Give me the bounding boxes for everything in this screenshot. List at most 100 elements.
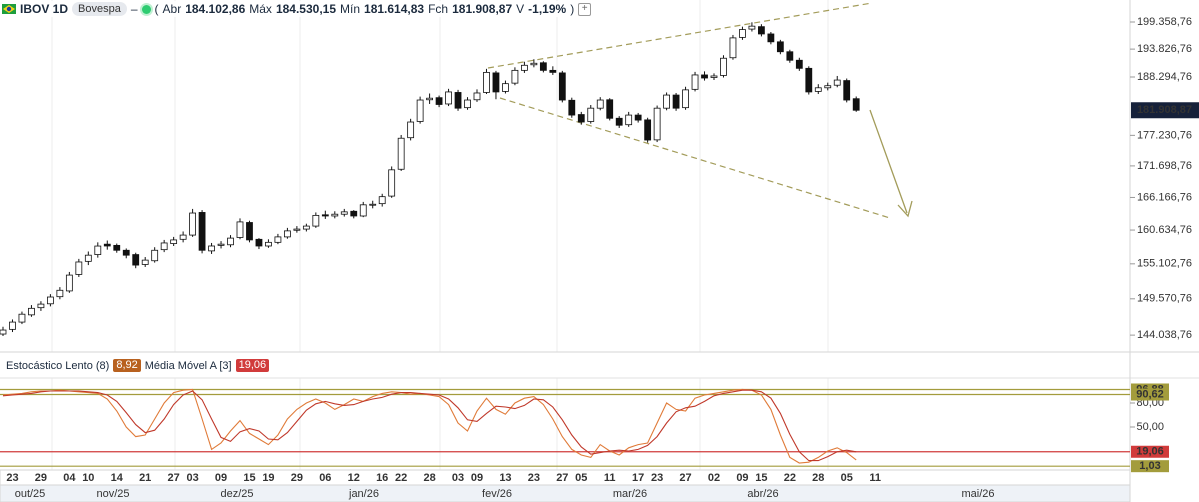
candle-body [653, 107, 661, 141]
x-tick-label: 15 [755, 472, 767, 484]
trend-line [487, 2, 873, 69]
series-line [2, 389, 857, 462]
month-label: abr/26 [747, 488, 778, 500]
x-tick-label: 23 [651, 472, 663, 484]
candle-body [776, 41, 784, 53]
candle-body [549, 69, 557, 73]
legend-name: Média Móvel A [3] [144, 359, 232, 372]
y-tick-label: 188.294,76 [1137, 71, 1192, 83]
x-tick-label: 11 [869, 472, 881, 484]
candle-body [805, 67, 813, 93]
y-tick-label: 166.166,76 [1137, 191, 1192, 203]
add-button[interactable]: + [578, 2, 592, 16]
y-tick-label: 144.038,76 [1137, 329, 1192, 341]
x-tick-label: 03 [452, 472, 464, 484]
candle-body [511, 69, 519, 84]
candle-body [189, 212, 197, 236]
month-label: mai/26 [961, 488, 994, 500]
level-label: 19,06 [1136, 446, 1164, 458]
x-tick-label: 29 [291, 472, 303, 484]
candle-body [302, 225, 310, 230]
x-tick-label: 17 [632, 472, 644, 484]
x-tick-label: 15 [243, 472, 255, 484]
month-label: fev/26 [482, 488, 512, 500]
x-tick-label: 22 [395, 472, 407, 484]
candle-body [47, 296, 54, 305]
candle-body [445, 91, 452, 105]
x-tick-label: 28 [812, 472, 824, 484]
candle-body [94, 245, 102, 255]
candle-body [103, 243, 111, 247]
month-label: dez/25 [220, 488, 253, 500]
candle-body [483, 71, 490, 93]
candle-body [359, 204, 367, 217]
candle-body [18, 313, 26, 323]
candle-body [558, 72, 566, 101]
candle-body [274, 236, 282, 243]
indicator-header: Estocástico Lento (8) 8,92 Média Móvel A [… [6, 359, 270, 372]
candle-body [454, 92, 462, 109]
legend-value: 8,92 [113, 359, 141, 372]
candle-body [407, 121, 415, 139]
candle-body [606, 99, 614, 119]
candle-body [340, 211, 348, 215]
candle-body [122, 249, 130, 256]
candle-body [283, 230, 291, 238]
x-tick-label: 27 [679, 472, 691, 484]
quote-value: 181.614,83 [364, 2, 425, 16]
candle-body [397, 137, 405, 170]
x-tick-label: 16 [376, 472, 388, 484]
candle-body [151, 249, 159, 262]
y-tick-label: 160.634,76 [1137, 224, 1192, 236]
legend-name: Estocástico Lento (8) [6, 359, 110, 372]
candle-body [720, 57, 727, 76]
candle-body [492, 72, 500, 93]
candle-body [634, 114, 642, 121]
candle-body [833, 79, 841, 86]
x-tick-label: 06 [319, 472, 331, 484]
candle-body [9, 321, 16, 330]
candle-body [65, 274, 73, 292]
flag-icon [2, 4, 16, 14]
candle-body [388, 169, 396, 197]
quote-label: Máx [249, 2, 272, 16]
x-tick-label: 19 [262, 472, 274, 484]
arrow [869, 109, 908, 214]
y-tick-label: 193.826,76 [1137, 43, 1192, 55]
candle-body [596, 99, 604, 109]
y-tick-label: 155.102,76 [1137, 258, 1192, 270]
candle-body [293, 228, 301, 231]
candle-body [710, 75, 718, 78]
x-tick-label: 23 [6, 472, 18, 484]
candle-body [729, 37, 737, 59]
level-label: 90,62 [1136, 388, 1164, 400]
candle-body [312, 214, 320, 227]
quote-label: V [516, 2, 525, 16]
candle-body [824, 85, 832, 89]
candle-body [113, 244, 121, 251]
candle-body [350, 210, 358, 217]
candle-body [160, 242, 168, 251]
last-price-badge [1131, 102, 1199, 119]
series-line [2, 388, 857, 464]
x-tick-label: 04 [63, 472, 76, 484]
candle-body [795, 59, 803, 69]
candle-body [227, 237, 234, 246]
x-tick-label: 11 [604, 472, 616, 484]
month-row [0, 484, 1131, 502]
y-tick-label: 199.358,76 [1137, 16, 1192, 28]
level-badge [1131, 445, 1169, 458]
y-tick-label: 149.570,76 [1137, 293, 1192, 305]
x-tick-label: 22 [784, 472, 796, 484]
month-label: out/25 [15, 488, 46, 500]
candle-body [170, 239, 178, 244]
candle-body [691, 74, 699, 90]
month-label: mar/26 [613, 488, 647, 500]
candle-body [701, 74, 708, 79]
candle-body [663, 94, 670, 109]
x-tick-label: 09 [736, 472, 748, 484]
quote-label: Mín [340, 2, 361, 16]
candle-body [426, 97, 434, 101]
trend-line [499, 97, 891, 219]
level-badge [1131, 460, 1169, 473]
